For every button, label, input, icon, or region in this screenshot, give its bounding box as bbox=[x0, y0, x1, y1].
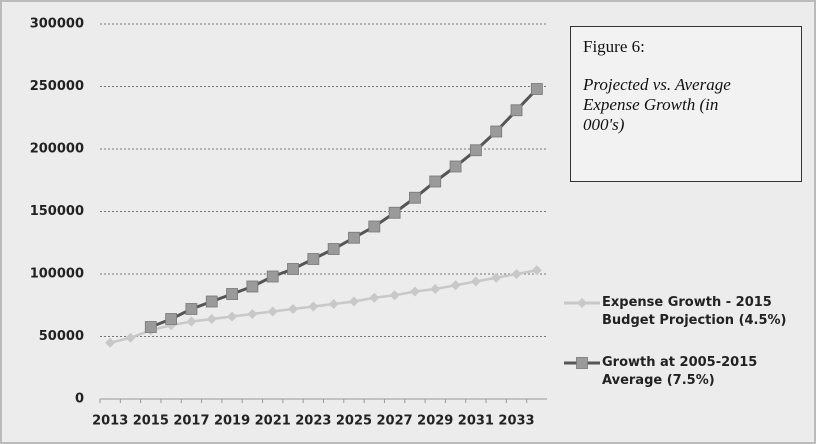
marker bbox=[490, 125, 503, 138]
marker bbox=[429, 175, 442, 188]
marker bbox=[576, 357, 588, 369]
legend-swatch bbox=[564, 357, 600, 369]
marker bbox=[348, 231, 360, 244]
series-line bbox=[150, 87, 538, 329]
marker bbox=[449, 160, 462, 173]
marker bbox=[267, 306, 278, 317]
marker bbox=[348, 296, 359, 307]
marker bbox=[511, 269, 522, 279]
legend-label: Growth at 2005-2015 Average (7.5%) bbox=[602, 355, 758, 388]
marker bbox=[531, 265, 542, 276]
series-line bbox=[109, 269, 538, 344]
marker bbox=[288, 304, 299, 314]
annotation-text: Projected vs. Average Expense Growth (in… bbox=[583, 75, 731, 134]
marker bbox=[510, 104, 523, 117]
x-tick-label: 2015 bbox=[133, 414, 169, 429]
marker bbox=[430, 284, 441, 294]
x-tick-label: 2021 bbox=[255, 414, 291, 429]
x-tick-label: 2031 bbox=[458, 414, 494, 429]
x-tick-label: 2033 bbox=[498, 414, 534, 429]
marker bbox=[389, 290, 400, 301]
marker bbox=[185, 303, 198, 315]
y-tick-label: 200000 bbox=[30, 142, 84, 157]
marker bbox=[227, 311, 238, 322]
marker bbox=[226, 288, 238, 300]
annotation-box: Figure 6: Projected vs. Average Expense … bbox=[570, 26, 802, 182]
marker bbox=[105, 337, 116, 348]
legend-swatch bbox=[564, 298, 600, 308]
marker bbox=[491, 272, 502, 283]
marker bbox=[577, 298, 587, 308]
x-tick-label: 2017 bbox=[173, 414, 209, 429]
x-tick-label: 2013 bbox=[92, 414, 128, 429]
marker bbox=[409, 191, 421, 204]
y-tick-label: 0 bbox=[75, 392, 84, 407]
legend-item: Growth at 2005-2015 Average (7.5%) bbox=[562, 354, 816, 390]
marker bbox=[469, 144, 482, 157]
marker bbox=[246, 280, 259, 293]
legend-label: Expense Growth - 2015 Budget Projection … bbox=[602, 295, 787, 328]
x-tick-label: 2019 bbox=[214, 414, 250, 429]
marker bbox=[206, 314, 217, 324]
marker bbox=[368, 220, 381, 233]
y-tick-label: 150000 bbox=[30, 204, 84, 219]
marker bbox=[144, 321, 157, 333]
marker bbox=[308, 301, 319, 312]
marker bbox=[307, 253, 320, 265]
y-tick-label: 300000 bbox=[30, 17, 84, 32]
marker bbox=[369, 292, 380, 303]
marker bbox=[186, 316, 197, 327]
x-tick-label: 2025 bbox=[336, 414, 372, 429]
y-tick-label: 50000 bbox=[39, 329, 84, 344]
marker bbox=[530, 83, 543, 95]
marker bbox=[266, 270, 279, 283]
marker bbox=[450, 280, 461, 291]
y-tick-label: 250000 bbox=[30, 79, 84, 94]
x-tick-label: 2027 bbox=[377, 414, 413, 429]
marker bbox=[125, 332, 136, 343]
marker bbox=[247, 309, 258, 319]
marker bbox=[409, 286, 420, 297]
y-tick-label: 100000 bbox=[30, 267, 84, 282]
marker bbox=[328, 299, 339, 309]
marker bbox=[327, 243, 340, 255]
x-tick-label: 2029 bbox=[417, 414, 453, 429]
marker bbox=[205, 295, 218, 308]
annotation-heading: Figure 6: bbox=[583, 37, 645, 56]
legend-item: Expense Growth - 2015 Budget Projection … bbox=[562, 294, 816, 330]
marker bbox=[388, 206, 401, 219]
marker bbox=[470, 276, 481, 287]
marker bbox=[287, 263, 299, 275]
x-tick-label: 2023 bbox=[295, 414, 331, 429]
marker bbox=[165, 313, 178, 325]
